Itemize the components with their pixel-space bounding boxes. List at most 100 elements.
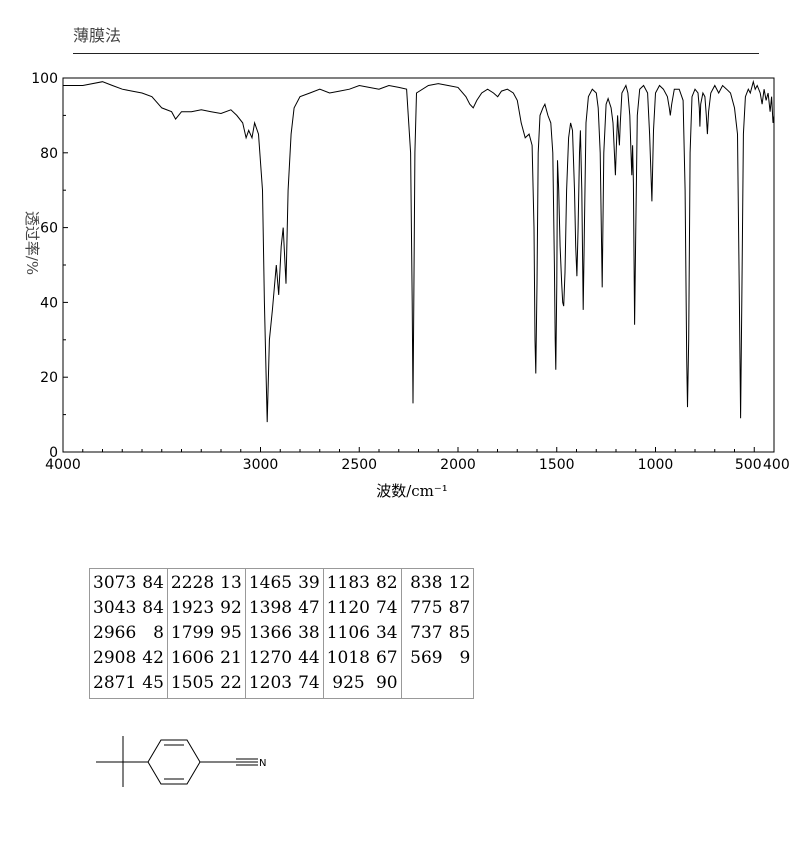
- benzene-ring: [147, 739, 201, 785]
- y-axis-label: 透过率/%: [23, 211, 41, 275]
- peak-wavenumber: 2228: [170, 573, 215, 593]
- x-tick-label: 2500: [341, 457, 377, 473]
- peak-entry: 2228 13: [171, 571, 242, 596]
- peak-transmittance: 34: [375, 623, 398, 643]
- x-tick-label: 1000: [638, 457, 674, 473]
- y-tick-label: 60: [40, 221, 58, 237]
- peak-wavenumber: 1270: [248, 648, 293, 668]
- peak-entry: 1270 44: [249, 646, 320, 671]
- y-tick-label: 20: [40, 370, 58, 386]
- peak-transmittance: 74: [375, 598, 398, 618]
- peak-entry: 775 87: [405, 596, 471, 621]
- x-tick-label: 3000: [243, 457, 279, 473]
- peak-entry: 3043 84: [93, 596, 164, 621]
- peak-wavenumber: 569: [410, 648, 443, 668]
- peak-entry: 1366 38: [249, 621, 320, 646]
- x-tick-label: 2000: [440, 457, 476, 473]
- peak-transmittance: 95: [220, 623, 242, 643]
- peak-transmittance: 9: [459, 648, 471, 668]
- spectrum-series-line: [63, 79, 775, 423]
- peak-wavenumber: 1120: [326, 598, 370, 618]
- peak-column: 3073 84 3043 84 2966 8 2908 42 2871 45: [89, 568, 168, 699]
- peak-wavenumber: 1366: [248, 623, 293, 643]
- peak-wavenumber: 1398: [248, 598, 293, 618]
- peak-wavenumber: 1606: [170, 648, 215, 668]
- peak-wavenumber: 2908: [93, 648, 137, 668]
- peak-wavenumber: 838: [410, 573, 443, 593]
- peak-entry: 3073 84: [93, 571, 164, 596]
- peak-table-row: 3073 84 3043 84 2966 8 2908 42 2871 45 2228 13 1923 9…: [89, 568, 475, 699]
- peak-column: 1183 82 1120 74 1106 34 1018 67 925 90: [322, 568, 402, 699]
- x-axis-label: 波数/cm⁻¹: [376, 482, 448, 500]
- peak-wavenumber: 737: [410, 623, 443, 643]
- y-tick-label: 100: [31, 71, 58, 87]
- peak-wavenumber: 1183: [326, 573, 370, 593]
- peak-wavenumber: 1505: [170, 673, 215, 693]
- peak-transmittance: 12: [448, 573, 471, 593]
- peak-wavenumber: 3043: [93, 598, 137, 618]
- peak-wavenumber: 1465: [248, 573, 293, 593]
- x-tick-label: 4000: [45, 457, 81, 473]
- peak-wavenumber: 1203: [248, 673, 293, 693]
- peak-entry: 1203 74: [249, 671, 320, 696]
- peak-transmittance: 92: [220, 598, 242, 618]
- peak-transmittance: 38: [298, 623, 320, 643]
- peak-wavenumber: 1018: [326, 648, 370, 668]
- y-tick-label: 0: [49, 445, 58, 461]
- peak-transmittance: 44: [298, 648, 320, 668]
- page-title: 薄膜法: [73, 26, 122, 45]
- peak-entry: 1106 34: [327, 621, 398, 646]
- peak-entry: 2966 8: [93, 621, 164, 646]
- y-tick-label: 40: [40, 295, 58, 311]
- peak-entry: 569 9: [405, 646, 471, 671]
- peak-transmittance: 82: [375, 573, 398, 593]
- peak-transmittance: 67: [375, 648, 398, 668]
- peak-transmittance: 45: [142, 673, 164, 693]
- peak-transmittance: 8: [153, 623, 164, 643]
- peak-transmittance: 21: [220, 648, 242, 668]
- x-tick-label: 1500: [539, 457, 575, 473]
- peak-wavenumber: 775: [410, 598, 443, 618]
- peak-transmittance: 39: [298, 573, 320, 593]
- peak-table: 3073 84 3043 84 2966 8 2908 42 2871 45 2228 13 1923 9…: [89, 568, 475, 699]
- peak-entry: 1018 67: [327, 646, 398, 671]
- y-tick-label: 80: [40, 146, 58, 162]
- peak-entry: 1799 95: [171, 621, 242, 646]
- peak-transmittance: 84: [142, 598, 164, 618]
- molecule-structure: N: [96, 736, 266, 787]
- x-axis: 4000 3000 2500 2000 1500 1000 500 400: [45, 447, 790, 473]
- nitrogen-atom-label: N: [259, 758, 266, 769]
- x-tick-label: 400: [763, 457, 790, 473]
- peak-transmittance: 87: [448, 598, 471, 618]
- peak-transmittance: 47: [298, 598, 320, 618]
- peak-entry: 2908 42: [93, 646, 164, 671]
- peak-entry: 1923 92: [171, 596, 242, 621]
- peak-entry: 2871 45: [93, 671, 164, 696]
- peak-transmittance: 84: [142, 573, 164, 593]
- peak-wavenumber: 2871: [93, 673, 137, 693]
- peak-transmittance: 85: [448, 623, 471, 643]
- peak-entry: 1120 74: [327, 596, 398, 621]
- peak-entry: 1465 39: [249, 571, 320, 596]
- peak-entry: 737 85: [405, 621, 471, 646]
- title-divider: [73, 53, 759, 54]
- peak-transmittance: 22: [220, 673, 242, 693]
- peak-transmittance: 42: [142, 648, 164, 668]
- x-tick-label: 500: [735, 457, 762, 473]
- peak-wavenumber: 1923: [170, 598, 215, 618]
- peak-entry: 1505 22: [171, 671, 242, 696]
- peak-wavenumber: 925: [332, 673, 365, 693]
- peak-column: 2228 13 1923 92 1799 95 1606 21 1505 22: [166, 568, 246, 699]
- plot-frame: [62, 77, 775, 453]
- peak-wavenumber: 1799: [170, 623, 215, 643]
- peak-wavenumber: 2966: [93, 623, 137, 643]
- peak-column: 838 12 775 87 737 85 569 9: [400, 568, 475, 699]
- peak-transmittance: 74: [298, 673, 320, 693]
- peak-entry: [405, 671, 471, 696]
- peak-entry: 925 90: [327, 671, 397, 696]
- y-axis: 0 20 40 60 80 100: [31, 71, 68, 461]
- ir-spectrum-chart: 0 20 40 60 80 100 4000 3000 2500 2000 1500 1000 500…: [23, 71, 790, 500]
- peak-entry: 1606 21: [171, 646, 242, 671]
- peak-entry: 1398 47: [249, 596, 320, 621]
- peak-wavenumber: 3073: [93, 573, 137, 593]
